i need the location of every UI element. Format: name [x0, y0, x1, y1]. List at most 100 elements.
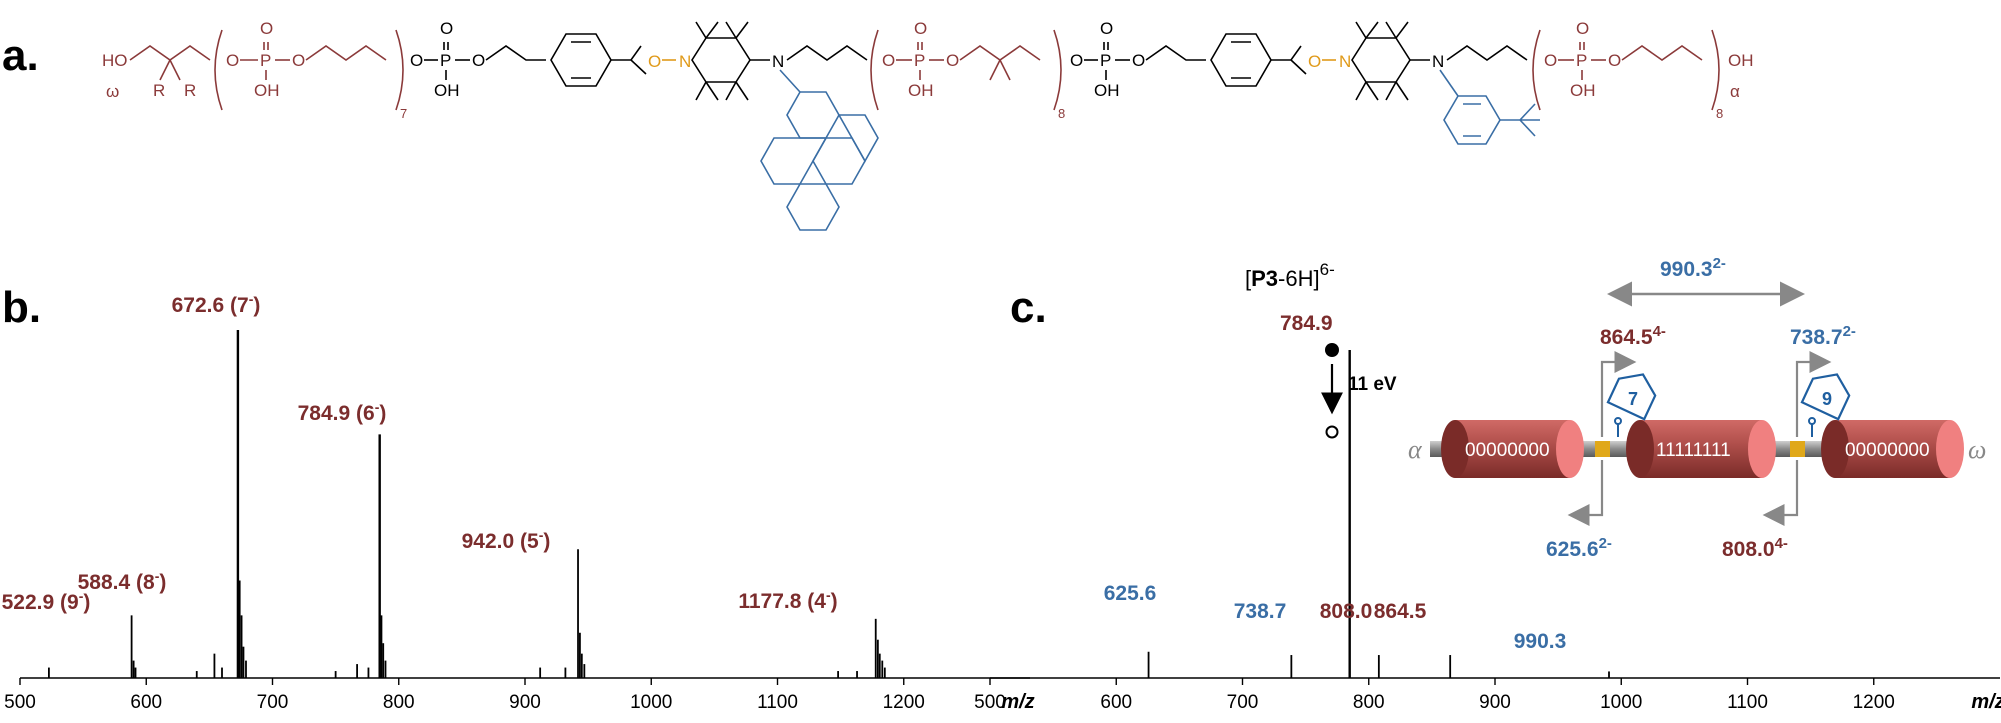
fragment-808-arrow	[1762, 460, 1799, 526]
x-tick-label: 800	[1353, 692, 1385, 713]
repeat-count-1: 7	[400, 106, 407, 121]
fragment-864-label: 864.54-	[1600, 323, 1666, 349]
omega-label: ω	[106, 82, 119, 101]
fragment-625-label: 625.62-	[1546, 535, 1612, 561]
svg-text:O: O	[1132, 51, 1145, 70]
svg-text:P: P	[1100, 51, 1111, 70]
repeat-count-3: 8	[1716, 106, 1723, 121]
fragment-808-label: 808.04-	[1722, 535, 1788, 561]
fragment-738-label: 738.72-	[1790, 323, 1856, 349]
x-tick-label: 700	[1227, 692, 1259, 713]
x-tick-label: 1100	[757, 692, 798, 713]
tert-butylbenzyl-group	[1439, 69, 1540, 145]
x-tick-label: 900	[1479, 692, 1511, 713]
svg-text:OH: OH	[908, 81, 934, 100]
alkoxyamine-mark-1	[1595, 441, 1610, 457]
pyrene-group	[760, 91, 879, 231]
panel-label-a: a.	[2, 31, 39, 80]
svg-text:P: P	[440, 51, 451, 70]
svg-text:O: O	[648, 52, 661, 71]
atom-ho: HO	[102, 51, 128, 70]
x-tick-label: 1000	[1600, 692, 1642, 713]
svg-text:O: O	[1576, 19, 1589, 38]
precursor-label: [P3-6H]6-	[1245, 260, 1335, 291]
svg-text:OH: OH	[1094, 81, 1120, 100]
fragment-625-arrow	[1567, 460, 1604, 526]
x-tick-label: 600	[1100, 692, 1132, 713]
svg-text:O: O	[1608, 51, 1621, 70]
x-tick-label: 1000	[630, 692, 672, 713]
svg-text:OH: OH	[1728, 51, 1754, 70]
svg-text:P: P	[1576, 51, 1587, 70]
segment-1-code: 00000000	[1465, 440, 1550, 461]
segment-3-code: 00000000	[1845, 440, 1930, 461]
svg-text:O: O	[472, 51, 485, 70]
peak-label: 784.9 (6-)	[298, 399, 387, 425]
peak-label: 990.3	[1514, 630, 1567, 653]
x-tick-label: 500	[4, 692, 36, 713]
peak-label: 808.0	[1320, 600, 1373, 623]
svg-text:O: O	[1070, 51, 1083, 70]
tag-9-number: 9	[1822, 389, 1832, 409]
chemical-structure: HO ω R R O P O OH O 7 O P O OH O O	[102, 19, 1754, 231]
atom-o: O	[226, 51, 239, 70]
svg-text:O: O	[914, 19, 927, 38]
spectrum-b: 500 600 700 800 900 1000 1100 1200 m/z 522.9 (9-)…	[2, 291, 1035, 713]
repeat-count-2: 8	[1058, 106, 1065, 121]
x-tick-label: 800	[383, 692, 415, 713]
svg-text:OH: OH	[1570, 81, 1596, 100]
atom-r2: R	[184, 81, 196, 100]
segment-cylinder-3: 00000000	[1821, 420, 1964, 478]
panel-label-b: b.	[2, 283, 41, 332]
svg-text:N: N	[1432, 52, 1444, 71]
svg-text:O: O	[440, 19, 453, 38]
x-axis-title: m/z	[1971, 691, 2001, 713]
x-tick-label: 700	[257, 692, 289, 713]
fragment-990-label: 990.32-	[1660, 255, 1726, 281]
x-tick-label: 500	[974, 692, 1006, 713]
precursor-open-dot	[1325, 425, 1339, 439]
atom-r1: R	[153, 81, 165, 100]
x-tick-label: 900	[509, 692, 541, 713]
precursor-mz: 784.9	[1280, 312, 1333, 335]
precursor-annotation: [P3-6H]6- 784.9 11 eV	[1245, 260, 1397, 439]
svg-text:O: O	[1544, 51, 1557, 70]
tag-7: 7	[1606, 373, 1657, 437]
fragment-864-arrow	[1600, 351, 1637, 437]
panel-label-c: c.	[1010, 283, 1047, 332]
svg-text:O: O	[882, 51, 895, 70]
svg-text:O: O	[1100, 19, 1113, 38]
tag-9: 9	[1800, 373, 1851, 437]
peak-label: 738.7	[1234, 600, 1287, 623]
x-tick-label: 1200	[883, 692, 925, 713]
peak-label: 522.9 (9-)	[2, 588, 91, 614]
svg-text:O: O	[946, 51, 959, 70]
fragment-738-arrow	[1795, 351, 1832, 437]
svg-text:N: N	[772, 52, 784, 71]
svg-text:O: O	[260, 19, 273, 38]
segment-cylinder-1: 00000000	[1441, 420, 1584, 478]
svg-text:N: N	[1339, 52, 1351, 71]
x-tick-label: 1100	[1727, 692, 1768, 713]
svg-text:O: O	[292, 51, 305, 70]
alpha-label: α	[1730, 82, 1740, 101]
peak-label: 625.6	[1104, 582, 1157, 605]
alkoxyamine-mark-2	[1790, 441, 1805, 457]
tag-7-number: 7	[1628, 389, 1638, 409]
peak-label: 672.6 (7-)	[172, 291, 261, 317]
segment-2-code: 11111111	[1656, 440, 1731, 461]
svg-text:OH: OH	[434, 81, 460, 100]
x-tick-label: 600	[130, 692, 162, 713]
peak-label: 942.0 (5-)	[462, 527, 551, 553]
svg-text:N: N	[679, 52, 691, 71]
scheme-omega: ω	[1968, 435, 1986, 464]
x-tick-label: 1200	[1853, 692, 1895, 713]
fragmentation-scheme: 00000000 11111111 00000000 α ω 7 9	[1408, 255, 1986, 561]
precursor-filled-dot	[1325, 343, 1339, 357]
scheme-alpha: α	[1408, 435, 1423, 464]
x-axis-title: m/z	[1001, 691, 1034, 713]
svg-text:P: P	[914, 51, 925, 70]
segment-cylinder-2: 11111111	[1626, 420, 1776, 478]
atom-p: P	[260, 51, 271, 70]
